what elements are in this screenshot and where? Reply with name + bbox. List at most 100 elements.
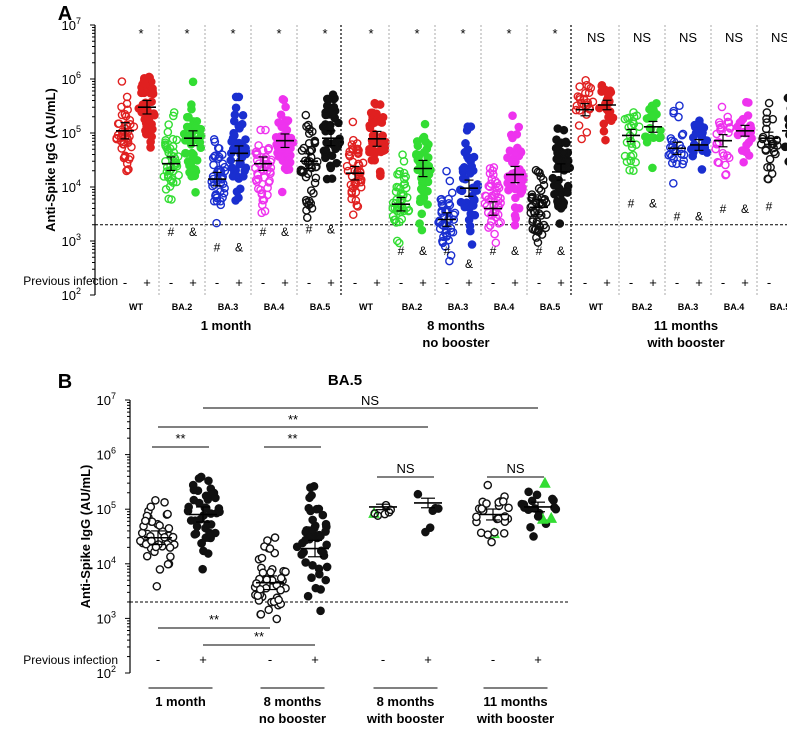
panel-a-ba2-pos-point (191, 122, 201, 132)
panel-a-ba4-neg-point (489, 163, 499, 172)
panel-a-ba4-pos-point (738, 114, 748, 124)
panel-a-wt-neg-point (347, 140, 357, 149)
panel-b-group-3-neg-point (504, 503, 513, 513)
panel-a-ba4-neg-point (724, 118, 734, 127)
panel-a-previous-infection-label: Previous infection (23, 274, 118, 288)
panel-a-ba5-neg-point (297, 146, 307, 155)
panel-a-wt-neg-point (353, 149, 363, 158)
panel-a-ampersand-mark: & (327, 222, 335, 236)
panel-a-wt-neg-point (574, 121, 584, 130)
panel-a-wt-pos-point (375, 146, 385, 156)
panel-a-wt-pos-point (608, 113, 618, 123)
panel-a-ampersand-mark: & (281, 225, 289, 239)
panel-a-ba5-neg-point (532, 219, 542, 229)
panel-b-group-1-pos-point (307, 573, 316, 582)
panel-a-category-label: WT (129, 302, 143, 312)
panel-b-group-1-pos-point (322, 540, 331, 550)
panel-a-ba3-neg-point (678, 159, 687, 169)
panel-a-category-label: BA.3 (218, 302, 239, 312)
panel-b-group-sublabel: no booster (259, 711, 326, 726)
panel-a-sig-label: NS (633, 30, 651, 45)
panel-a-minus-label: - (261, 275, 265, 290)
panel-a-minus-label: - (123, 275, 127, 290)
panel-a-ba3-pos-point (461, 139, 470, 148)
panel-b-group-0-pos-point (200, 503, 210, 513)
panel-b-group-0-pos-point (199, 511, 208, 520)
panel-a-ba5-neg-point (768, 114, 778, 124)
panel-b-group-3-neg-point (472, 512, 481, 522)
panel-a-ba4-pos-point (283, 116, 293, 125)
panel-a-ba3-pos-point (227, 163, 237, 173)
panel-b-y-tick-label-4: 104 (97, 555, 116, 572)
panel-a-ba2-neg-point (629, 108, 638, 117)
panel-b-group-1-pos-point (308, 526, 317, 536)
panel-a-sig-label: * (460, 26, 465, 41)
panel-a-ba3-pos-point (238, 111, 248, 120)
panel-a-ba3-neg-point (442, 166, 451, 176)
panel-b-group-0-pos-point (205, 530, 215, 539)
panel-a-ba4-neg-point (494, 183, 504, 193)
panel-a-ba4-pos-point (514, 122, 524, 132)
panel-a-wt-neg-point (343, 166, 353, 176)
panel-a-ba5-pos-point (563, 188, 572, 197)
panel-a-wt-neg-point (353, 202, 363, 211)
panel-a-ba2-pos-point (186, 159, 196, 169)
panel-a-wt-neg-point (117, 102, 126, 112)
panel-a-ba3-neg-point (437, 220, 447, 230)
panel-a-ba2-neg-point (161, 136, 170, 145)
panel-b-group-1-pos-point (316, 531, 325, 541)
panel-a-ba3-pos-point (239, 171, 248, 181)
panel-a-ba2-pos-point (187, 172, 196, 181)
panel-a-ba5-neg-point (769, 143, 778, 153)
panel-a-ba2-neg-point (169, 111, 178, 121)
panel-a-ba4-pos-point (281, 102, 290, 112)
panel-a-ba3-neg-point (212, 218, 221, 228)
panel-a-category-label: BA.3 (448, 302, 469, 312)
panel-a-ba2-pos-point (417, 209, 427, 219)
panel-a-ba4-pos-point (279, 130, 289, 140)
panel-b-group-0-neg-point (152, 581, 162, 591)
panel-b-group-3-neg-point (490, 528, 499, 537)
panel-a-group-label: 1 month (201, 318, 252, 333)
panel-a-ba4-pos-point (277, 122, 287, 132)
panel-a-ba3-neg-point (446, 223, 456, 233)
panel-a-ba2-neg-point (172, 177, 181, 187)
panel-a-ba2-pos-point (415, 197, 425, 207)
panel-a-ba5-pos-point (783, 93, 787, 103)
panel-a-category-label: BA.3 (678, 302, 699, 312)
panel-a-wt-neg-point (354, 176, 363, 186)
panel-a-ba4-neg-point (252, 147, 261, 156)
panel-a-ba3-neg-point (672, 159, 681, 169)
panel-a-ba2-neg-point (629, 119, 639, 129)
panel-a-wt-neg-point (348, 117, 358, 127)
panel-a-ba5-neg-point (312, 162, 321, 172)
panel-a-wt-pos-point (597, 81, 607, 90)
panel-a-ba3-neg-point (669, 179, 678, 188)
panel-a-sig-label: NS (587, 30, 605, 45)
panel-a-ba2-pos-point (182, 122, 192, 132)
panel-a-ba4-pos-point (279, 95, 289, 105)
panel-a-ba5-neg-point (538, 175, 548, 184)
panel-a-category-label: BA.5 (770, 302, 787, 312)
panel-a-ba5-neg-point (766, 134, 776, 144)
panel-a-ba2-neg-point (392, 195, 401, 204)
panel-b-plus-label: + (534, 652, 542, 667)
panel-a-ba3-neg-point (445, 256, 454, 266)
panel-a-hash-mark: # (536, 244, 543, 258)
panel-a-minus-label: - (307, 275, 311, 290)
panel-a-ba3-neg-point (218, 150, 227, 159)
panel-b-group-label: 11 months (483, 694, 547, 709)
panel-a-ba4-pos-point (508, 158, 517, 167)
panel-b-y-tick-label-3: 103 (97, 609, 116, 626)
panel-a-category-label: BA.4 (494, 302, 515, 312)
panel-a-wt-neg-point (117, 77, 127, 86)
panel-a-ba4-pos-point (519, 175, 528, 185)
panel-a-minus-label: - (629, 275, 633, 290)
panel-a-wt-neg-point (112, 134, 121, 144)
panel-a-wt-pos-point (141, 129, 151, 139)
panel-a-minus-label: - (399, 275, 403, 290)
panel-a-ba3-neg-point (675, 101, 684, 111)
panel-b-group-0-neg-point (142, 551, 152, 561)
panel-a-ba2-neg-point (397, 214, 407, 224)
panel-a-ba3-pos-point (231, 103, 241, 113)
